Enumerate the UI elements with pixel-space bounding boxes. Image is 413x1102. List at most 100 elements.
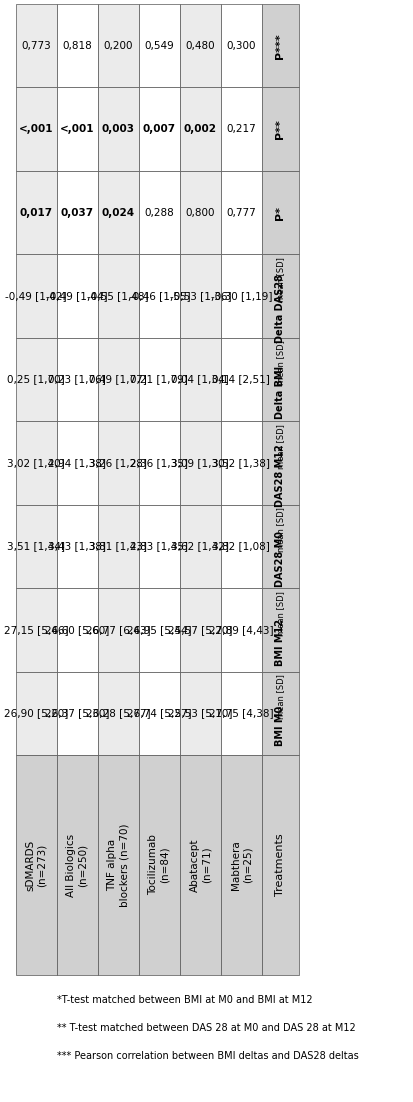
Text: DAS28 M12: DAS28 M12 — [275, 444, 285, 507]
Bar — [179, 255, 220, 338]
Text: 0,549: 0,549 — [144, 41, 174, 51]
Bar — [97, 171, 138, 255]
Text: 0,007: 0,007 — [142, 125, 176, 134]
Bar — [220, 87, 261, 171]
Text: 0,25 [1,70]: 0,25 [1,70] — [7, 375, 65, 385]
Text: 25,53 [5,10]: 25,53 [5,10] — [168, 709, 232, 719]
Text: 0,300: 0,300 — [226, 41, 256, 51]
Bar — [97, 588, 138, 671]
Bar — [179, 755, 220, 975]
Text: 0,14 [2,51]: 0,14 [2,51] — [212, 375, 270, 385]
Text: BMI M0: BMI M0 — [275, 705, 285, 746]
Bar — [261, 255, 298, 338]
Text: 27,75 [4,38]: 27,75 [4,38] — [209, 709, 273, 719]
Text: Abatacept
(n=71): Abatacept (n=71) — [189, 839, 211, 892]
Bar — [97, 87, 138, 171]
Bar — [16, 755, 57, 975]
Text: 0,037: 0,037 — [61, 207, 94, 217]
Text: BMI M12: BMI M12 — [275, 619, 285, 666]
Text: mean [SD]: mean [SD] — [275, 424, 284, 468]
Text: 2,83 [1,45]: 2,83 [1,45] — [130, 541, 188, 551]
Bar — [16, 87, 57, 171]
Text: 26,74 [5,27]: 26,74 [5,27] — [127, 709, 191, 719]
Text: mean [SD]: mean [SD] — [275, 674, 284, 719]
Text: P*: P* — [275, 206, 285, 219]
Bar — [57, 338, 97, 421]
Text: 3,09 [1,30]: 3,09 [1,30] — [171, 458, 229, 468]
Text: 2,94 [1,38]: 2,94 [1,38] — [48, 458, 106, 468]
Bar — [220, 338, 261, 421]
Text: <,001: <,001 — [60, 125, 94, 134]
Bar — [16, 171, 57, 255]
Bar — [97, 4, 138, 87]
Bar — [97, 338, 138, 421]
Text: 0,773: 0,773 — [21, 41, 51, 51]
Bar — [16, 505, 57, 588]
Bar — [220, 421, 261, 505]
Text: 25,57 [5,20]: 25,57 [5,20] — [168, 625, 232, 635]
Bar — [16, 588, 57, 671]
Text: -0,46 [1,55]: -0,46 [1,55] — [128, 291, 190, 301]
Text: mean [SD]: mean [SD] — [275, 507, 284, 552]
Bar — [138, 87, 179, 171]
Bar — [261, 4, 298, 87]
Bar — [138, 338, 179, 421]
Text: 3,43 [1,38]: 3,43 [1,38] — [48, 541, 106, 551]
Text: ** T-test matched between DAS 28 at M0 and DAS 28 at M12: ** T-test matched between DAS 28 at M0 a… — [57, 1023, 355, 1033]
Text: 0,003: 0,003 — [102, 125, 135, 134]
Bar — [220, 755, 261, 975]
Bar — [16, 4, 57, 87]
Text: 0,217: 0,217 — [226, 125, 256, 134]
Bar — [179, 338, 220, 421]
Text: 0,49 [1,77]: 0,49 [1,77] — [89, 375, 147, 385]
Text: 0,23 [1,76]: 0,23 [1,76] — [48, 375, 106, 385]
Bar — [16, 421, 57, 505]
Bar — [261, 171, 298, 255]
Bar — [97, 755, 138, 975]
Bar — [261, 671, 298, 755]
Bar — [179, 505, 220, 588]
Text: Tocilizumab
(n=84): Tocilizumab (n=84) — [148, 834, 170, 896]
Text: 0,024: 0,024 — [102, 207, 135, 217]
Text: *T-test matched between BMI at M0 and BMI at M12: *T-test matched between BMI at M0 and BM… — [57, 995, 312, 1005]
Text: 0,288: 0,288 — [144, 207, 174, 217]
Text: P***: P*** — [275, 33, 285, 58]
Bar — [97, 255, 138, 338]
Bar — [138, 588, 179, 671]
Bar — [57, 588, 97, 671]
Text: 3,81 [1,43]: 3,81 [1,43] — [89, 541, 147, 551]
Bar — [220, 588, 261, 671]
Text: 0,777: 0,777 — [226, 207, 256, 217]
Text: <,001: <,001 — [19, 125, 53, 134]
Bar — [16, 338, 57, 421]
Text: mean [SD]: mean [SD] — [275, 341, 284, 386]
Bar — [179, 588, 220, 671]
Text: 26,77 [6,43]: 26,77 [6,43] — [86, 625, 150, 635]
Text: -0,49 [1,42]: -0,49 [1,42] — [5, 291, 67, 301]
Text: Mabthera
(n=25): Mabthera (n=25) — [230, 840, 252, 890]
Bar — [261, 421, 298, 505]
Bar — [261, 505, 298, 588]
Text: 26,37 [5,30]: 26,37 [5,30] — [45, 709, 109, 719]
Bar — [220, 4, 261, 87]
Bar — [57, 87, 97, 171]
Text: All Biologics
(n=250): All Biologics (n=250) — [66, 833, 88, 897]
Text: 0,200: 0,200 — [103, 41, 133, 51]
Bar — [179, 4, 220, 87]
Text: 0,017: 0,017 — [20, 207, 53, 217]
Text: 27,89 [4,43]: 27,89 [4,43] — [209, 625, 273, 635]
Bar — [97, 421, 138, 505]
Bar — [57, 421, 97, 505]
Bar — [57, 255, 97, 338]
Text: 0,818: 0,818 — [62, 41, 92, 51]
Text: 26,28 [5,77]: 26,28 [5,77] — [86, 709, 150, 719]
Text: -0,55 [1,48]: -0,55 [1,48] — [87, 291, 149, 301]
Bar — [138, 4, 179, 87]
Text: 0,002: 0,002 — [183, 125, 216, 134]
Bar — [97, 505, 138, 588]
Bar — [138, 171, 179, 255]
Text: Delta DAS28: Delta DAS28 — [275, 274, 285, 343]
Text: 0,21 [1,79]: 0,21 [1,79] — [130, 375, 188, 385]
Text: 0,480: 0,480 — [185, 41, 215, 51]
Bar — [220, 255, 261, 338]
